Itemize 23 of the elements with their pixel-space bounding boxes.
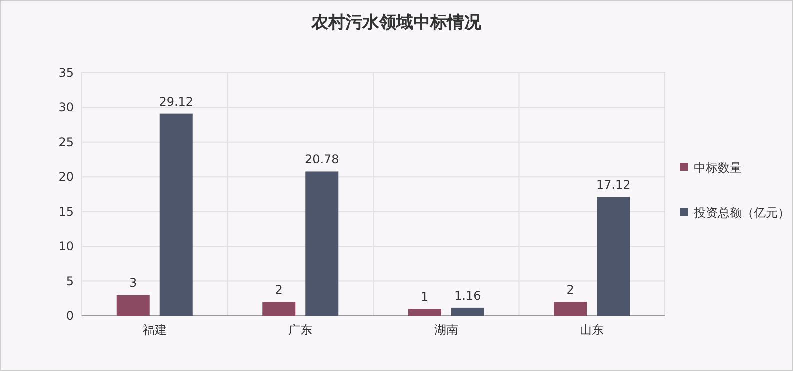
data-label: 3 xyxy=(130,276,138,290)
y-tick-label: 15 xyxy=(58,204,74,219)
legend-label: 投资总额（亿元） xyxy=(693,206,790,220)
chart-title: 农村污水领域中标情况 xyxy=(310,13,482,33)
y-tick-label: 25 xyxy=(58,135,74,150)
x-tick-label: 福建 xyxy=(142,323,167,337)
data-label: 20.78 xyxy=(304,152,340,167)
data-label: 17.12 xyxy=(596,178,631,192)
x-tick-label: 山东 xyxy=(580,323,604,337)
data-label: 1 xyxy=(421,290,429,304)
y-tick-label: 20 xyxy=(58,170,74,184)
x-tick-label: 湖南 xyxy=(434,323,458,337)
data-label: 29.12 xyxy=(159,94,194,109)
data-label: 2 xyxy=(566,283,574,298)
data-label: 2 xyxy=(275,283,283,298)
x-tick-label: 广东 xyxy=(288,323,313,337)
y-tick-label: 10 xyxy=(58,240,74,254)
y-tick-label: 35 xyxy=(58,66,74,80)
data-label: 1.16 xyxy=(454,288,482,303)
y-tick-label: 5 xyxy=(66,274,74,288)
legend-label: 中标数量 xyxy=(694,161,742,175)
y-tick-label: 30 xyxy=(58,100,74,115)
y-tick-label: 0 xyxy=(66,309,74,323)
